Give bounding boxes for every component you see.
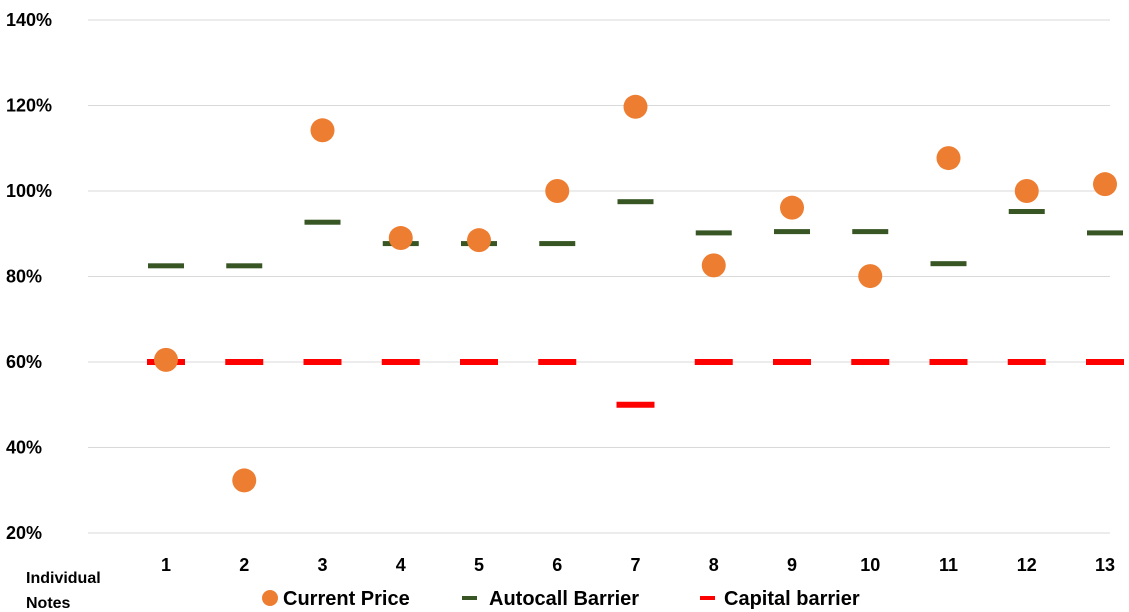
y-tick-label: 80% [6,267,42,287]
x-tick-label: 13 [1095,555,1115,575]
y-axis-ticks: 20% 40% 60% 80% 100% 120% 140% [6,10,52,543]
legend-dash-marker-icon [462,596,477,600]
autocall-barrier-mark [304,219,341,225]
capital-barrier-mark [303,359,342,365]
x-tick-label: 11 [939,555,958,575]
legend-item-autocall-barrier: Autocall Barrier [462,588,639,610]
x-tick-label: 6 [552,555,562,575]
current-price-point [936,146,961,171]
x-tick-label: 7 [630,555,640,575]
capital-barrier-mark [616,401,655,408]
current-price-point [310,118,335,143]
current-price-point [154,347,178,372]
autocall-barrier-mark [774,229,810,235]
x-tick-label: 4 [396,555,406,575]
series-capital-barrier [147,359,1124,408]
y-tick-label: 20% [6,523,42,543]
x-axis-ticks: 1 2 3 4 5 6 7 8 9 10 11 12 13 [161,555,1115,575]
current-price-point [780,195,804,220]
x-tick-label: 8 [709,555,719,575]
autocall-barrier-mark [617,199,654,205]
x-tick-label: 3 [317,555,327,575]
capital-barrier-mark [381,359,420,365]
current-price-point [858,264,883,289]
series-current-price [154,94,1117,493]
x-tick-label: 10 [860,555,880,575]
capital-barrier-mark [538,359,577,365]
y-tick-label: 120% [6,96,52,116]
y-tick-label: 140% [6,10,52,30]
legend-label-current-price: Current Price [283,588,410,610]
autocall-barrier-mark [226,263,263,269]
x-tick-label: 12 [1017,555,1037,575]
current-price-point [388,226,413,251]
current-price-point [623,94,648,119]
x-tick-label: 1 [161,555,171,575]
x-tick-label: 2 [239,555,249,575]
y-tick-label: 100% [6,181,52,201]
autocall-barrier-mark [695,230,732,236]
legend-label-capital-barrier: Capital barrier [724,588,860,610]
capital-barrier-mark [851,359,890,365]
capital-barrier-mark [460,359,498,365]
legend-item-capital-barrier: Capital barrier [700,588,860,610]
autocall-barrier-mark [1008,209,1045,215]
autocall-barrier-mark [852,229,889,235]
capital-barrier-mark [1086,359,1124,365]
capital-barrier-mark [929,359,968,365]
current-price-point [467,228,491,253]
legend-circle-marker-icon [262,590,278,606]
capital-barrier-mark [1007,359,1046,365]
legend-dash-marker-icon [700,596,715,600]
series-autocall-barrier [148,199,1123,269]
legend-item-current-price: Current Price [262,588,410,610]
autocall-barrier-mark [539,241,576,247]
current-price-point [232,468,257,493]
y-tick-label: 40% [6,438,42,458]
capital-barrier-mark [773,359,811,365]
x-tick-label: 5 [474,555,484,575]
autocall-barrier-mark [930,261,967,267]
legend: Current Price Autocall Barrier Capital b… [262,588,860,610]
legend-label-autocall-barrier: Autocall Barrier [489,588,639,610]
x-axis-label-line-1: Individual [26,570,101,587]
x-tick-label: 9 [787,555,797,575]
current-price-point [1014,179,1039,203]
plot-series [147,94,1124,493]
current-price-point [545,179,570,203]
gridlines [88,19,1110,534]
autocall-barrier-mark [148,263,184,269]
current-price-point [1093,172,1117,197]
x-axis-label-line-2: Notes [26,595,71,612]
current-price-point [701,253,726,278]
y-tick-label: 60% [6,352,42,372]
capital-barrier-mark [694,359,733,365]
capital-barrier-mark [225,359,264,365]
autocall-barrier-mark [1087,230,1123,236]
